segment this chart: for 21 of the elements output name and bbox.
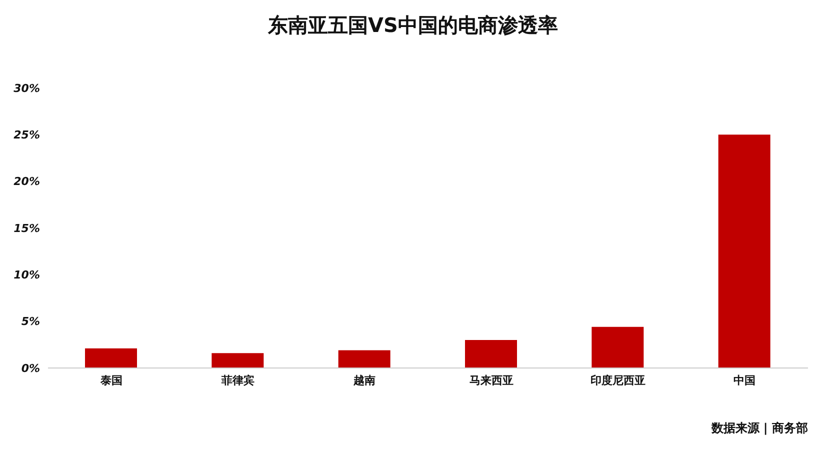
x-tick-label: 越南 — [352, 374, 376, 387]
bar — [85, 348, 137, 368]
x-tick-label: 马来西亚 — [469, 374, 514, 387]
y-tick-label: 20% — [14, 175, 40, 188]
x-tick-label: 菲律宾 — [220, 374, 254, 387]
y-tick-label: 10% — [14, 268, 40, 282]
x-tick-label: 印度尼西亚 — [590, 374, 646, 387]
source-note: 数据来源 | 商务部 — [711, 420, 808, 437]
y-tick-label: 15% — [14, 222, 40, 235]
x-tick-label: 泰国 — [99, 374, 122, 387]
bar — [212, 353, 264, 368]
y-tick-label: 30% — [14, 82, 40, 95]
y-tick-label: 0% — [21, 362, 40, 375]
y-tick-label: 25% — [14, 128, 40, 142]
bar — [465, 340, 517, 368]
bar — [338, 350, 390, 368]
bar — [592, 326, 644, 368]
bar — [718, 134, 770, 368]
x-tick-label: 中国 — [734, 374, 756, 387]
y-tick-label: 5% — [21, 315, 40, 328]
chart-title: 东南亚五国VS中国的电商渗透率 — [266, 12, 559, 39]
